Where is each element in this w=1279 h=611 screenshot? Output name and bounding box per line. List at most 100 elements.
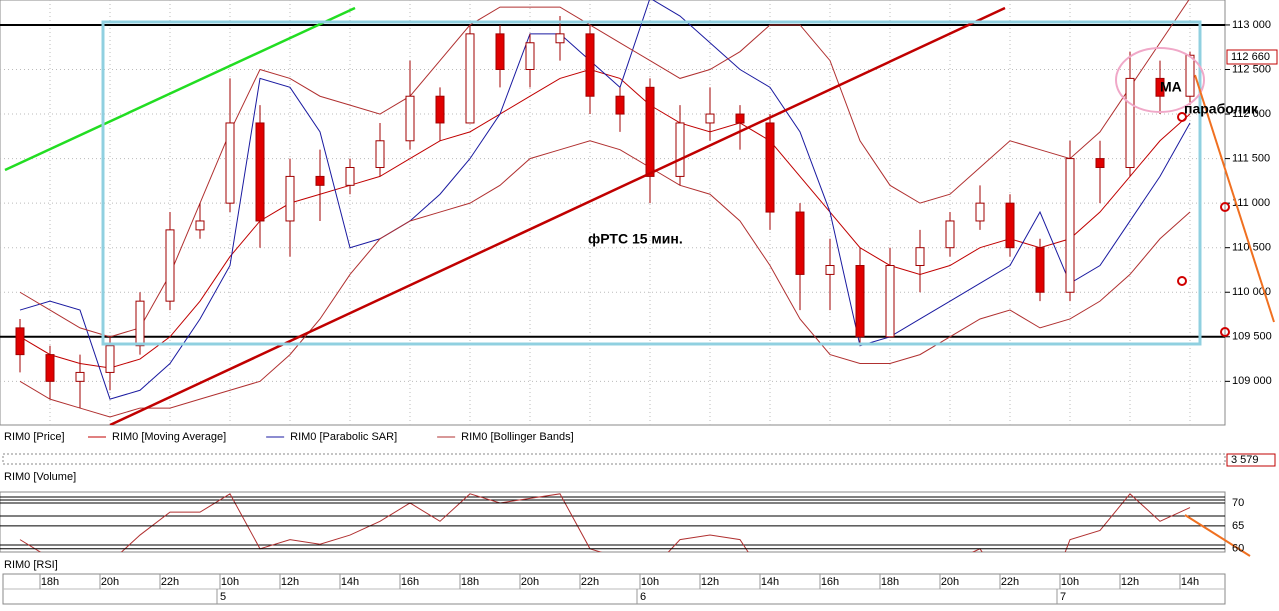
candle-body [405, 95, 415, 142]
volume-last: 3 579 [1231, 454, 1259, 466]
candle-body [645, 86, 655, 177]
band-upper [19, 0, 1190, 338]
legend-entry: RIM0 [Bollinger Bands] [461, 431, 574, 443]
x-tick-label: 22h [581, 576, 599, 588]
candle-body [1035, 247, 1045, 293]
candle-body [615, 95, 625, 115]
annotation: фРТС 15 мин. [588, 231, 683, 247]
x-tick-label: 10h [221, 576, 239, 588]
candle-body [525, 42, 535, 70]
x-tick-label: 14h [1181, 576, 1199, 588]
volume-label: RIM0 [Volume] [4, 471, 76, 483]
candle-body [1155, 77, 1165, 97]
candle-body [1065, 158, 1075, 293]
candle-body [945, 220, 955, 249]
candle-body [45, 354, 55, 382]
candle-body [225, 122, 235, 204]
candle-body [1125, 77, 1135, 169]
marker [1177, 112, 1187, 122]
candle-body [465, 33, 475, 124]
candle-body [705, 113, 715, 124]
x-tick-label: 12h [1121, 576, 1139, 588]
x-tick-label: 14h [341, 576, 359, 588]
candle-body [585, 33, 595, 97]
candle-body [195, 220, 205, 231]
x-tick-label: 22h [1001, 576, 1019, 588]
price-panel [0, 0, 1226, 426]
candle-body [105, 345, 115, 373]
candle-body [1005, 202, 1015, 249]
x-tick-label: 18h [881, 576, 899, 588]
candle-body [765, 122, 775, 213]
candle-body [975, 202, 985, 222]
x-tick-label: 20h [101, 576, 119, 588]
candle-body [825, 265, 835, 275]
day-label: 5 [220, 591, 226, 603]
candle-body [75, 371, 85, 382]
y-tick-label: 111 000 [1232, 197, 1270, 209]
legend-entry: RIM0 [Moving Average] [112, 431, 226, 443]
green-trendline [4, 6, 356, 172]
x-tick-label: 20h [941, 576, 959, 588]
legend-entry: RIM0 [Price] [4, 431, 65, 443]
candle-body [135, 300, 145, 347]
x-tick-label: 18h [461, 576, 479, 588]
candle-body [375, 140, 385, 169]
x-tick-label: 20h [521, 576, 539, 588]
x-tick-label: 10h [641, 576, 659, 588]
x-tick-label: 14h [761, 576, 779, 588]
candle-body [345, 167, 355, 186]
candle-body [435, 95, 445, 124]
x-tick-label: 22h [161, 576, 179, 588]
last-price-box [1226, 49, 1278, 65]
marker [1220, 327, 1230, 337]
range-box [101, 20, 1202, 346]
candle-body [285, 175, 295, 222]
candle-body [165, 229, 175, 302]
indicator-line [19, 0, 1191, 400]
band-lower [19, 140, 1191, 418]
rsi-tick-label: 70 [1232, 497, 1244, 509]
candle-body [1185, 54, 1195, 97]
last-price: 112 660 [1231, 51, 1270, 63]
legend-entry: RIM0 [Parabolic SAR] [290, 431, 397, 443]
y-tick-label: 109 000 [1232, 375, 1272, 387]
x-tick-label: 18h [41, 576, 59, 588]
arrow [1194, 74, 1275, 323]
candle-body [915, 247, 925, 267]
y-tick-label: 113 000 [1232, 19, 1271, 31]
candle-body [1095, 158, 1105, 169]
rsi-tick-label: 65 [1232, 520, 1244, 532]
marker [1220, 202, 1230, 212]
rsi-label: RIM0 [RSI] [4, 559, 58, 571]
candle-body [795, 211, 805, 275]
y-tick-label: 110 500 [1232, 242, 1271, 254]
candle-body [735, 113, 745, 124]
red-trendline [109, 6, 1006, 425]
annotation: параболик [1184, 101, 1259, 117]
y-tick-label: 110 000 [1232, 286, 1271, 298]
candle-body [675, 122, 685, 177]
marker [1177, 276, 1187, 286]
y-tick-label: 112 500 [1232, 63, 1271, 75]
highlight-circle [1115, 47, 1205, 113]
annotations [4, 6, 1205, 425]
candle-body [885, 265, 895, 338]
rsi-tick-label: 60 [1232, 543, 1244, 555]
x-tick-label: 16h [821, 576, 839, 588]
arrow [1184, 514, 1251, 557]
annotation: МА [1160, 79, 1182, 95]
x-tick-label: 10h [1061, 576, 1079, 588]
candle-body [495, 33, 505, 70]
candle-body [15, 327, 25, 356]
y-tick-label: 109 500 [1232, 331, 1272, 343]
volume-panel [2, 453, 1226, 465]
day-label: 6 [640, 591, 646, 603]
y-tick-label: 111 500 [1232, 153, 1270, 165]
y-tick-label: 112 000 [1232, 108, 1271, 120]
x-tick-label: 16h [401, 576, 419, 588]
day-label: 7 [1060, 591, 1066, 603]
rsi-panel [0, 491, 1226, 553]
candle-body [315, 175, 325, 186]
